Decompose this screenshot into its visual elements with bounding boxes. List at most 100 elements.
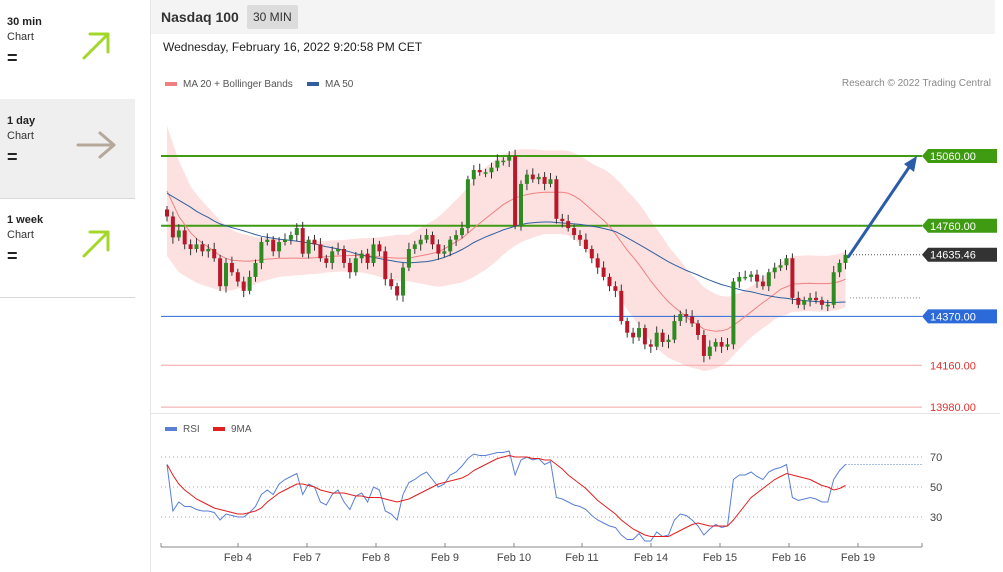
candle-body (749, 274, 754, 277)
candle-body (513, 156, 518, 226)
candle-body (170, 216, 175, 238)
candle-body (660, 332, 665, 342)
candle-body (778, 265, 783, 268)
symbol-title: Nasdaq 100 (161, 9, 239, 25)
candle-body (182, 230, 187, 245)
x-tick-label: Feb 15 (703, 552, 737, 564)
candle-body (229, 262, 234, 273)
timeframe-sidebar: 30 min Chart = 1 day Chart = 1 week Chart = (0, 0, 135, 300)
candle-body (819, 300, 824, 305)
candle-body (548, 179, 553, 184)
x-tick-label: Feb 14 (634, 552, 668, 564)
candle-body (412, 244, 417, 249)
candle-body (530, 174, 535, 180)
candle-body (554, 179, 559, 219)
candle-body (595, 258, 600, 268)
candle-body (766, 272, 771, 287)
candle-body (560, 218, 565, 222)
timeframe-label: 30 min (7, 16, 42, 28)
candle-body (218, 258, 223, 287)
candle-body (442, 251, 447, 254)
candle-body (247, 276, 252, 291)
candle-body (477, 169, 482, 173)
candle-body (489, 167, 494, 173)
timestamp: Wednesday, February 16, 2022 9:20:58 PM … (163, 40, 423, 54)
candle-body (454, 235, 459, 240)
candle-body (772, 267, 777, 273)
candle-body (259, 242, 264, 263)
period-badge[interactable]: 30 MIN (247, 5, 298, 29)
candle-body (406, 249, 411, 268)
candle-body (519, 183, 523, 226)
candle-body (790, 258, 795, 298)
candle-body (253, 262, 258, 277)
candle-body (743, 276, 748, 279)
candle-body (524, 174, 529, 184)
arrow-up-right-icon (82, 32, 110, 60)
level-label: 13980.00 (930, 402, 976, 414)
candle-body (619, 290, 624, 322)
candle-body (642, 328, 647, 345)
candle-body (389, 279, 394, 287)
legend-9ma-swatch (213, 427, 225, 432)
candle-body (814, 297, 818, 301)
level-tag (922, 149, 997, 163)
level-label: 14635.46 (930, 250, 976, 262)
timeframe-eq: = (7, 147, 18, 167)
candle-body (843, 254, 848, 263)
rsi-separator (151, 413, 1000, 414)
timeframe-item-1[interactable]: 1 day Chart = (0, 99, 135, 199)
candle-body (678, 314, 683, 322)
candle-body (212, 249, 217, 259)
candle-body (395, 286, 400, 296)
candle-body (784, 258, 789, 266)
candle-body (648, 344, 653, 347)
candle-body (825, 304, 830, 307)
timeframe-item-2[interactable]: 1 week Chart = (0, 198, 135, 298)
legend-rsi-swatch (165, 427, 177, 432)
legend-ma50-swatch (307, 82, 319, 87)
projection-arrow (847, 158, 916, 259)
candle-body (188, 244, 193, 249)
timeframe-eq: = (7, 48, 18, 68)
candle-body (808, 297, 813, 301)
candle-body (507, 156, 512, 161)
candle-body (672, 321, 677, 340)
candle-body (347, 262, 352, 273)
candle-body (330, 251, 335, 263)
candle-body (625, 321, 630, 333)
candle-body (288, 235, 293, 240)
timeframe-item-0[interactable]: 30 min Chart = (0, 0, 135, 100)
candle-body (318, 244, 323, 259)
candle-body (684, 314, 689, 317)
level-tag (922, 309, 997, 324)
bollinger-band (167, 125, 846, 372)
candle-body (542, 176, 547, 184)
candle-body (802, 300, 807, 305)
candle-body (176, 230, 181, 238)
bollinger-band-area (167, 125, 846, 372)
candle-body (294, 228, 299, 236)
rsi-ma9-line (166, 454, 846, 537)
legend-ma50: MA 50 (307, 79, 353, 90)
timeframe-eq: = (7, 246, 18, 266)
candle-body (578, 235, 582, 240)
legend-9ma: 9MA (213, 424, 252, 435)
candle-body (637, 328, 641, 338)
candle-body (206, 249, 211, 252)
candle-body (755, 274, 759, 282)
x-tick-label: Feb 19 (841, 552, 875, 564)
candle-body (725, 344, 730, 347)
candle-body (365, 253, 370, 263)
candle-body (283, 239, 287, 243)
candle-body (448, 239, 453, 252)
candle-body (566, 221, 571, 229)
level-tag (922, 247, 997, 262)
candle-body (424, 235, 429, 240)
candle-body (377, 244, 382, 252)
candle-body (235, 272, 240, 282)
candle-body (342, 249, 346, 263)
rsi-tick-label: 70 (930, 452, 942, 464)
candle-body (418, 239, 423, 245)
